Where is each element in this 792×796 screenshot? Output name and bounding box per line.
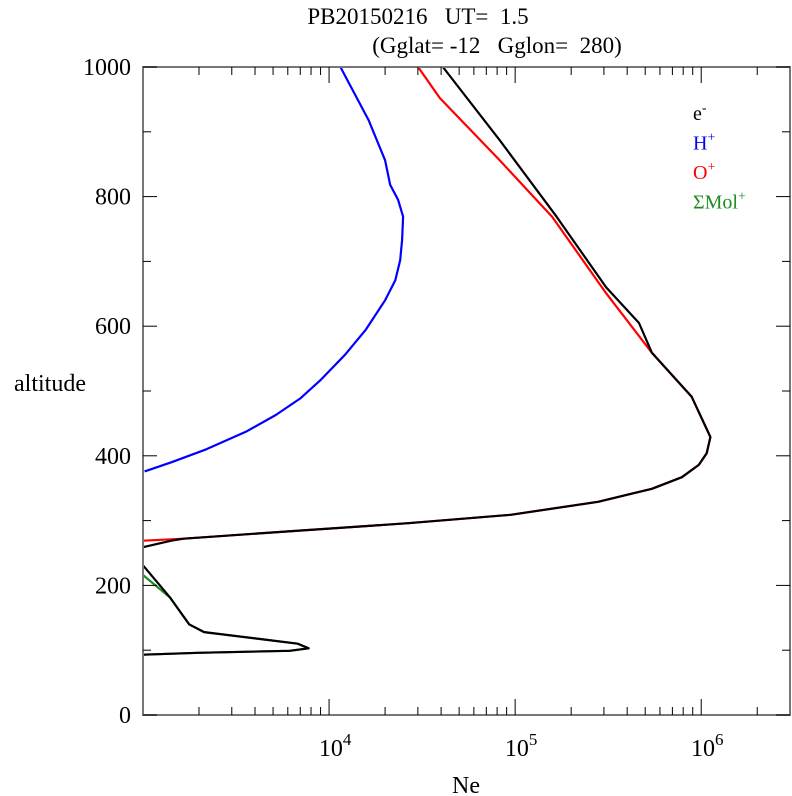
- chart-title-line2: (Gglat= -12 Gglon= 280): [372, 33, 622, 58]
- y-tick-label: 1000: [83, 55, 131, 81]
- chart-title-line1: PB20150216 UT= 1.5: [307, 4, 528, 29]
- series-line-H-0: [144, 66, 405, 473]
- plot-curves: [142, 66, 712, 656]
- legend-item-Mol: ΣMol+: [693, 190, 746, 214]
- series-line-e-1: [142, 564, 310, 656]
- y-tick-label: 800: [95, 185, 131, 211]
- x-axis-label: Ne: [452, 773, 480, 796]
- x-tick-label: 104: [319, 730, 352, 762]
- legend-item-e: e-: [693, 101, 707, 125]
- series-line-O-0: [142, 66, 712, 542]
- axes: 0 200 400 600 800 1000 104 105 106: [83, 55, 791, 762]
- y-tick-label: 0: [119, 703, 131, 729]
- legend: e- H+ O+ ΣMol+: [693, 101, 746, 214]
- x-tick-label: 105: [505, 730, 538, 762]
- y-axis-label: altitude: [14, 371, 86, 397]
- y-tick-label: 200: [95, 573, 131, 599]
- series-line-e-0: [142, 66, 712, 549]
- legend-item-H: H+: [693, 131, 715, 155]
- legend-item-O: O+: [693, 160, 715, 184]
- x-tick-label: 106: [691, 730, 724, 762]
- y-tick-label: 600: [95, 314, 131, 340]
- y-tick-label: 400: [95, 444, 131, 470]
